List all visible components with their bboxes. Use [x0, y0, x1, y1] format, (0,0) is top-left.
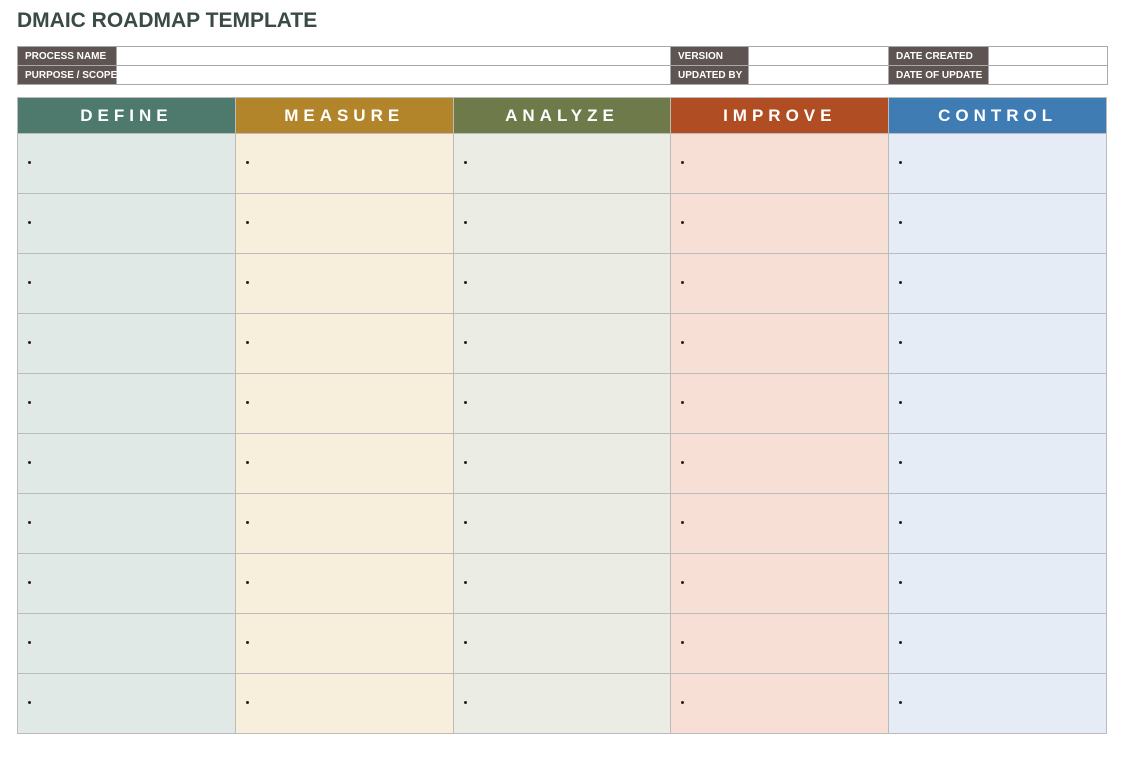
- bullet-cell: [234, 133, 454, 194]
- info-row: PURPOSE / SCOPE UPDATED BY DATE OF UPDATE: [17, 65, 1108, 85]
- bullet-cell: [234, 553, 454, 614]
- info-row: PROCESS NAME VERSION DATE CREATED: [17, 46, 1108, 66]
- bullet-cell: [234, 673, 454, 734]
- roadmap-row: [17, 553, 1107, 614]
- info-label: DATE OF UPDATE: [888, 65, 989, 85]
- roadmap-row: [17, 253, 1107, 314]
- column-header: MEASURE: [234, 97, 454, 134]
- page-title: DMAIC ROADMAP TEMPLATE: [17, 9, 318, 32]
- bullet-cell: [452, 433, 672, 494]
- roadmap-row: [17, 673, 1107, 734]
- roadmap-row: [17, 193, 1107, 254]
- bullet-cell: [670, 493, 890, 554]
- bullet-cell: [888, 253, 1107, 314]
- bullet-cell: [452, 673, 672, 734]
- bullet-cell: [17, 493, 236, 554]
- bullet-cell: [888, 433, 1107, 494]
- bullet-cell: [888, 193, 1107, 254]
- header-row: DEFINE MEASURE ANALYZE IMPROVE CONTROL: [17, 97, 1107, 134]
- roadmap-row: [17, 493, 1107, 554]
- column-header: CONTROL: [888, 97, 1107, 134]
- bullet-cell: [888, 673, 1107, 734]
- bullet-cell: [452, 613, 672, 674]
- bullet-cell: [452, 373, 672, 434]
- bullet-cell: [452, 193, 672, 254]
- roadmap-table: DEFINE MEASURE ANALYZE IMPROVE CONTROL: [17, 97, 1107, 734]
- roadmap-row: [17, 133, 1107, 194]
- bullet-cell: [670, 433, 890, 494]
- info-field[interactable]: [116, 46, 671, 66]
- info-field[interactable]: [748, 65, 889, 85]
- bullet-cell: [234, 433, 454, 494]
- column-header: IMPROVE: [670, 97, 890, 134]
- bullet-cell: [670, 193, 890, 254]
- bullet-cell: [888, 133, 1107, 194]
- info-table: PROCESS NAME VERSION DATE CREATED PURPOSE /…: [17, 46, 1108, 85]
- bullet-cell: [17, 553, 236, 614]
- bullet-cell: [670, 373, 890, 434]
- bullet-cell: [17, 373, 236, 434]
- bullet-cell: [670, 613, 890, 674]
- column-header: ANALYZE: [452, 97, 672, 134]
- bullet-cell: [17, 433, 236, 494]
- bullet-cell: [452, 313, 672, 374]
- roadmap-row: [17, 613, 1107, 674]
- info-label: DATE CREATED: [888, 46, 989, 66]
- bullet-cell: [234, 193, 454, 254]
- bullet-cell: [452, 493, 672, 554]
- bullet-cell: [452, 133, 672, 194]
- bullet-cell: [670, 253, 890, 314]
- info-field[interactable]: [988, 65, 1108, 85]
- roadmap-row: [17, 433, 1107, 494]
- info-field[interactable]: [116, 65, 671, 85]
- info-label: VERSION: [670, 46, 749, 66]
- info-field[interactable]: [748, 46, 889, 66]
- bullet-cell: [17, 133, 236, 194]
- bullet-cell: [888, 553, 1107, 614]
- roadmap-row: [17, 373, 1107, 434]
- bullet-cell: [670, 553, 890, 614]
- bullet-cell: [17, 193, 236, 254]
- bullet-cell: [234, 253, 454, 314]
- bullet-cell: [670, 673, 890, 734]
- bullet-cell: [888, 613, 1107, 674]
- roadmap-row: [17, 313, 1107, 374]
- column-header: DEFINE: [17, 97, 236, 134]
- info-field[interactable]: [988, 46, 1108, 66]
- bullet-cell: [452, 253, 672, 314]
- bullet-cell: [670, 313, 890, 374]
- bullet-cell: [888, 493, 1107, 554]
- bullet-cell: [17, 313, 236, 374]
- bullet-cell: [234, 373, 454, 434]
- info-label: UPDATED BY: [670, 65, 749, 85]
- bullet-cell: [17, 673, 236, 734]
- info-body: PROCESS NAME VERSION DATE CREATED PURPOSE /…: [17, 46, 1108, 85]
- bullet-cell: [234, 313, 454, 374]
- bullet-cell: [17, 613, 236, 674]
- bullet-cell: [888, 373, 1107, 434]
- bullet-cell: [888, 313, 1107, 374]
- info-label: PURPOSE / SCOPE: [17, 65, 117, 85]
- roadmap-body: [17, 133, 1107, 734]
- bullet-cell: [234, 613, 454, 674]
- bullet-cell: [17, 253, 236, 314]
- bullet-cell: [670, 133, 890, 194]
- info-label: PROCESS NAME: [17, 46, 117, 66]
- bullet-cell: [452, 553, 672, 614]
- bullet-cell: [234, 493, 454, 554]
